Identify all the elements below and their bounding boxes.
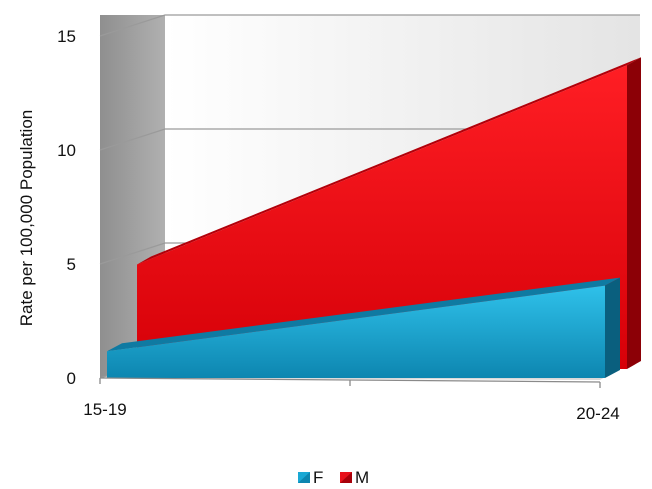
legend-label-f: F — [313, 468, 323, 487]
y-tick-label: 15 — [57, 27, 76, 46]
series-area-f — [107, 285, 605, 378]
gridline — [99, 14, 640, 37]
legend-swatch-m-shade — [340, 472, 352, 483]
series-layer — [107, 57, 641, 378]
series-f — [107, 277, 620, 378]
series-top-m — [137, 57, 641, 265]
x-tick-label-15-19: 15-19 — [83, 400, 126, 419]
legend-swatch-f-shade — [298, 472, 310, 483]
series-side-f — [605, 277, 620, 378]
series-top-f — [107, 277, 620, 352]
y-tick-label: 5 — [67, 255, 76, 274]
x-tick-label-20-24: 20-24 — [576, 404, 619, 423]
legend-item-f: F — [298, 468, 323, 487]
legend: F M — [298, 468, 369, 487]
legend-label-m: M — [355, 468, 369, 487]
y-tick-labels: 0 5 10 15 — [57, 27, 76, 388]
y-tick-label: 0 — [67, 369, 76, 388]
legend-item-m: M — [340, 468, 369, 487]
series-side-m — [627, 57, 641, 369]
y-tick-label: 10 — [57, 141, 76, 160]
y-axis-title: Rate per 100,000 Population — [17, 110, 36, 326]
